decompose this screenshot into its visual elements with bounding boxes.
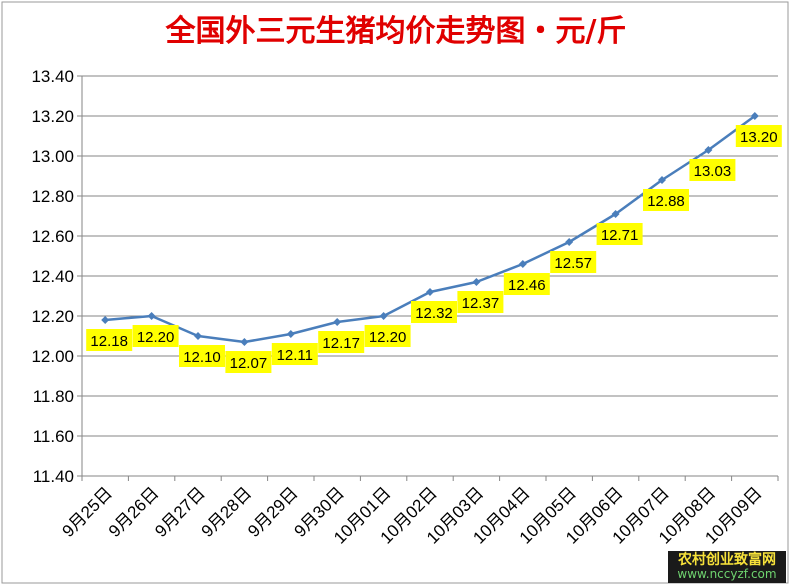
y-tick-label: 11.80 [33, 387, 74, 406]
watermark-line2: www.nccyzf.com [677, 566, 777, 581]
data-point [333, 318, 342, 326]
data-label-box [596, 223, 643, 245]
data-point [426, 288, 434, 296]
data-point [101, 316, 110, 324]
data-label-box [271, 343, 318, 365]
data-point [472, 278, 481, 286]
data-label-box [550, 251, 597, 273]
data-label: 12.20 [369, 329, 407, 346]
data-point [379, 312, 388, 320]
data-label-box [643, 189, 689, 211]
data-point [750, 112, 759, 120]
data-label: 12.11 [277, 347, 313, 364]
data-label: 12.71 [601, 227, 639, 244]
data-label-box [132, 325, 179, 347]
chart-title: 全国外三元生猪均价走势图・元/斤 [165, 14, 627, 49]
watermark-line1: 农村创业致富网 [678, 552, 776, 568]
data-point [518, 260, 527, 268]
y-tick-label: 13.20 [31, 107, 74, 126]
data-point [240, 338, 249, 346]
y-tick-label: 13.40 [31, 67, 74, 86]
y-tick-label: 12.20 [31, 307, 74, 326]
data-label: 12.10 [183, 349, 221, 366]
data-label: 12.57 [554, 255, 592, 272]
data-label-box [364, 325, 411, 347]
data-label: 12.17 [322, 335, 360, 352]
x-tick-label: 9月26日 [105, 483, 163, 541]
data-label-box [86, 329, 133, 351]
y-tick-label: 11.40 [33, 467, 74, 486]
data-label: 12.20 [137, 329, 175, 346]
data-label: 12.32 [415, 305, 453, 322]
data-label: 13.03 [694, 163, 732, 180]
data-label: 13.20 [740, 129, 778, 146]
data-label-box [689, 159, 736, 181]
x-tick-label: 9月27日 [151, 483, 209, 541]
y-tick-label: 12.80 [31, 187, 74, 206]
data-point [194, 332, 202, 340]
data-label: 12.07 [230, 355, 268, 372]
data-label-box [225, 351, 272, 373]
data-point [658, 176, 666, 184]
data-label-box [179, 345, 225, 367]
data-label-box [411, 301, 457, 323]
data-point [704, 146, 713, 154]
x-tick-label: 9月25日 [58, 483, 116, 541]
data-label-box [457, 291, 504, 313]
data-label-box [735, 125, 782, 147]
data-point [286, 330, 295, 338]
y-tick-label: 12.00 [31, 347, 74, 366]
data-point [611, 210, 620, 218]
watermark: 农村创业致富网 www.nccyzf.com [668, 551, 786, 583]
y-tick-label: 13.00 [31, 147, 74, 166]
data-label: 12.88 [647, 193, 685, 210]
data-label: 12.46 [508, 277, 546, 294]
data-label: 12.18 [90, 333, 128, 350]
x-tick-label: 9月29日 [244, 483, 302, 541]
data-label-box [503, 273, 550, 295]
data-label-box [318, 331, 365, 353]
data-point [565, 238, 574, 246]
y-tick-label: 11.60 [33, 427, 74, 446]
y-tick-label: 12.40 [31, 267, 74, 286]
data-point [147, 312, 156, 320]
y-tick-label: 12.60 [31, 227, 74, 246]
data-label: 12.37 [462, 295, 500, 312]
x-tick-label: 9月28日 [198, 483, 256, 541]
